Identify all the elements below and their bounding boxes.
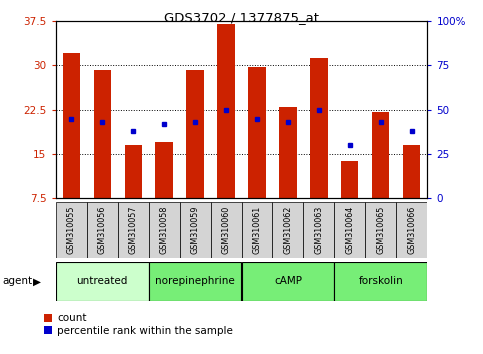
Bar [180, 202, 211, 258]
Bar [211, 202, 242, 258]
Bar [272, 202, 303, 258]
Text: agent: agent [2, 276, 32, 286]
Bar [311, 58, 327, 198]
Bar [56, 202, 86, 258]
Bar [62, 52, 80, 198]
Bar [303, 202, 334, 258]
Bar [86, 202, 117, 258]
Text: norepinephrine: norepinephrine [155, 276, 235, 286]
Text: GSM310061: GSM310061 [253, 206, 261, 254]
Bar [403, 145, 421, 198]
Text: GSM310057: GSM310057 [128, 206, 138, 254]
Bar [156, 142, 172, 198]
Bar [334, 262, 427, 301]
Bar [217, 24, 235, 198]
Text: GSM310065: GSM310065 [376, 206, 385, 254]
Bar [242, 202, 272, 258]
Bar [280, 107, 297, 198]
Text: forskolin: forskolin [358, 276, 403, 286]
Text: untreated: untreated [76, 276, 128, 286]
Text: GSM310055: GSM310055 [67, 206, 75, 254]
Text: GSM310058: GSM310058 [159, 206, 169, 254]
Text: GSM310059: GSM310059 [190, 206, 199, 254]
Bar [149, 202, 180, 258]
Bar [149, 262, 242, 301]
Text: GSM310063: GSM310063 [314, 206, 324, 254]
Text: GSM310060: GSM310060 [222, 206, 230, 254]
Text: GSM310062: GSM310062 [284, 206, 293, 254]
Bar [125, 145, 142, 198]
Bar [117, 202, 149, 258]
Bar [186, 70, 203, 198]
Text: GSM310066: GSM310066 [408, 206, 416, 254]
Text: ▶: ▶ [33, 276, 41, 286]
Bar [366, 202, 397, 258]
Text: GSM310064: GSM310064 [345, 206, 355, 254]
Legend: count, percentile rank within the sample: count, percentile rank within the sample [44, 313, 233, 336]
Bar [56, 262, 149, 301]
Text: GDS3702 / 1377875_at: GDS3702 / 1377875_at [164, 11, 319, 24]
Text: cAMP: cAMP [274, 276, 302, 286]
Bar [397, 202, 427, 258]
Bar [341, 161, 358, 198]
Bar [248, 67, 266, 198]
Bar [94, 70, 111, 198]
Bar [372, 112, 389, 198]
Bar [334, 202, 366, 258]
Bar [242, 262, 334, 301]
Text: GSM310056: GSM310056 [98, 206, 107, 254]
